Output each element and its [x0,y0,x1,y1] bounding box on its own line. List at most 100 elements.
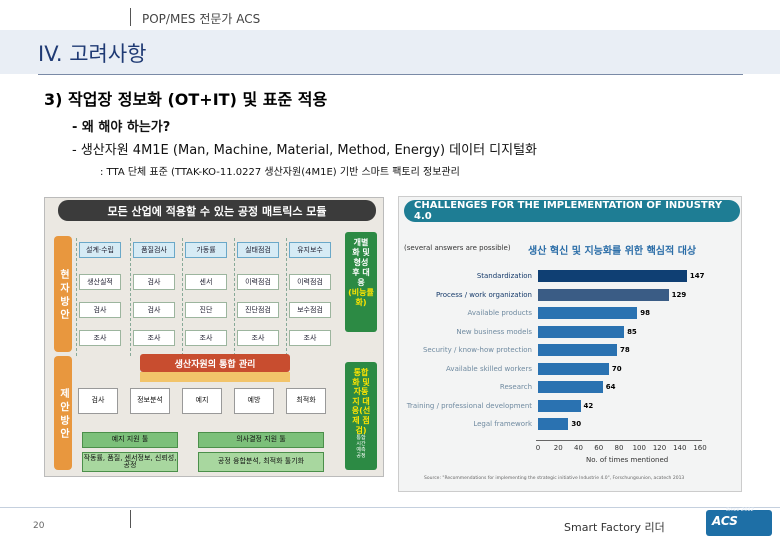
note-line: 자동 [353,387,369,397]
bar [538,362,609,375]
side-tab-proposal: 제 안 방 안 [54,356,72,470]
x-tick: 140 [673,444,687,452]
integration-label: 생산자원의 통합 관리 [140,354,290,372]
matrix-cell: 생산실적 [79,274,121,290]
chart-note-ko: 생산 혁신 및 지능화를 위한 핵심적 대상 [528,246,697,257]
note-small: 통합 [356,435,366,442]
note-line: 개별 [353,238,369,247]
support-tool-box: 예지 지원 툴 [82,432,178,448]
bar [538,381,603,393]
x-axis-line [536,440,702,441]
support-detail-box: 작동률, 품질, 센서정보, 신뢰성, 공정 [82,452,178,472]
text-line-3: : TTA 단체 표준 (TTAK-KO-11.0227 생산자원(4M1E) … [100,167,460,178]
matrix-cell: 센서 [185,274,227,290]
process-matrix-header: 모든 산업에 적용할 수 있는 공정 매트릭스 모듈 [58,200,376,221]
bar-label: Training / professional development [406,401,532,410]
note-line: 지 대 [352,396,370,406]
bar [538,399,581,412]
note-line: 화 및 [352,248,370,257]
note-small: 예측 [356,447,366,454]
bar-value: 70 [611,364,622,373]
logo-tagline: Since 2012 [726,507,754,513]
text-line-2: - 생산자원 4M1E (Man, Machine, Material, Met… [72,143,538,158]
note-small: 시간 [356,441,366,448]
bar-value: 78 [619,346,630,354]
note-line: 응 [357,278,365,287]
chart-note: (several answers are possible) [404,244,511,252]
matrix-cell: 조사 [79,330,121,346]
bar-value: 30 [571,420,582,428]
bar-label: Standardization [476,272,532,280]
source-note: Source: "Recommendations for implementin… [424,476,685,481]
note-line: 화 및 [352,377,370,387]
matrix-cell: 검사 [133,302,175,318]
matrix-head: 가동률 [185,242,227,258]
proposal-box: 예방 [234,388,274,414]
bar [538,344,617,356]
side-tab-current: 현 자 방 안 [54,236,72,352]
footer-line [0,507,780,508]
matrix-head: 실태점검 [237,242,279,258]
matrix-cell: 조사 [185,330,227,346]
note-line: 통합 [353,368,369,377]
matrix-cell: 보수점검 [289,302,331,318]
bar-label: Research [499,383,532,391]
bar-value: 42 [583,401,594,410]
matrix-cell: 검사 [133,274,175,290]
matrix-column: 설계·수립 생산실적 검사 조사 [76,238,122,356]
question-line: - 왜 해야 하는가? [72,120,171,135]
bar-value: 147 [689,272,705,280]
decision-detail-box: 공정 융합분석, 최적화 툴기화 [198,452,324,472]
top-label: POP/MES 전문가 ACS [142,12,261,26]
decision-tool-box: 의사결정 지원 툴 [198,432,324,448]
bar-value: 64 [605,383,616,391]
matrix-cell: 조사 [289,330,331,346]
top-bar [0,0,780,30]
note-line: 검) [355,425,367,435]
matrix-column: 실태점검 이력점검 진단점검 조사 [234,238,280,356]
matrix-column: 품질검사 검사 검사 조사 [130,238,176,356]
bar [538,325,625,338]
note-line: 응(선 [351,406,371,416]
arrow-down-icon [140,372,290,382]
logo [706,510,772,536]
matrix-column: 유지보수 이력점검 보수점검 조사 [286,238,332,356]
bar-label: Available products [467,309,532,317]
note-line: 제 점 [352,415,370,425]
bar [538,288,669,301]
matrix-cell: 이력점검 [289,274,331,290]
matrix-head: 유지보수 [289,242,331,258]
note-small: 공정 [356,453,366,460]
matrix-cell: 조사 [133,330,175,346]
matrix-cell: 조사 [237,330,279,346]
title-band [0,30,780,74]
matrix-cell: 검사 [79,302,121,318]
matrix-cell: 진단점검 [237,302,279,318]
bar-label: New business models [456,327,532,336]
matrix-cell: 진단 [185,302,227,318]
note-line: 형성 [353,258,369,267]
note-line: 후 대 [352,268,370,277]
bar-value: 85 [627,327,637,336]
x-tick: 80 [614,444,624,452]
x-tick: 40 [574,444,583,452]
x-tick: 120 [652,444,667,452]
page-subtitle: 3) 작업장 정보화 (OT+IT) 및 표준 적용 [44,90,328,109]
proposal-box: 예지 [182,388,222,414]
bar-label: Security / know-how protection [422,346,532,354]
bar-value: 129 [671,290,687,299]
title-divider [38,74,743,75]
bar-label: Legal framework [473,420,532,428]
proposal-box: 검사 [78,388,118,414]
bar [538,418,569,430]
page-title: IV. 고려사항 [38,42,147,66]
bar-label: Available skilled workers [446,364,532,373]
logo-text: ACS [712,514,738,528]
proposal-box: 정보분석 [130,388,170,414]
matrix-grid: 설계·수립 생산실적 검사 조사 품질검사 검사 검사 조사 가동률 센서 진단… [76,238,338,356]
note-highlight: (비능률화) [348,288,374,307]
x-tick: 0 [535,444,541,452]
matrix-cell: 이력점검 [237,274,279,290]
page-number: 20 [33,521,45,531]
bar-label: Process / work organization [435,290,532,299]
